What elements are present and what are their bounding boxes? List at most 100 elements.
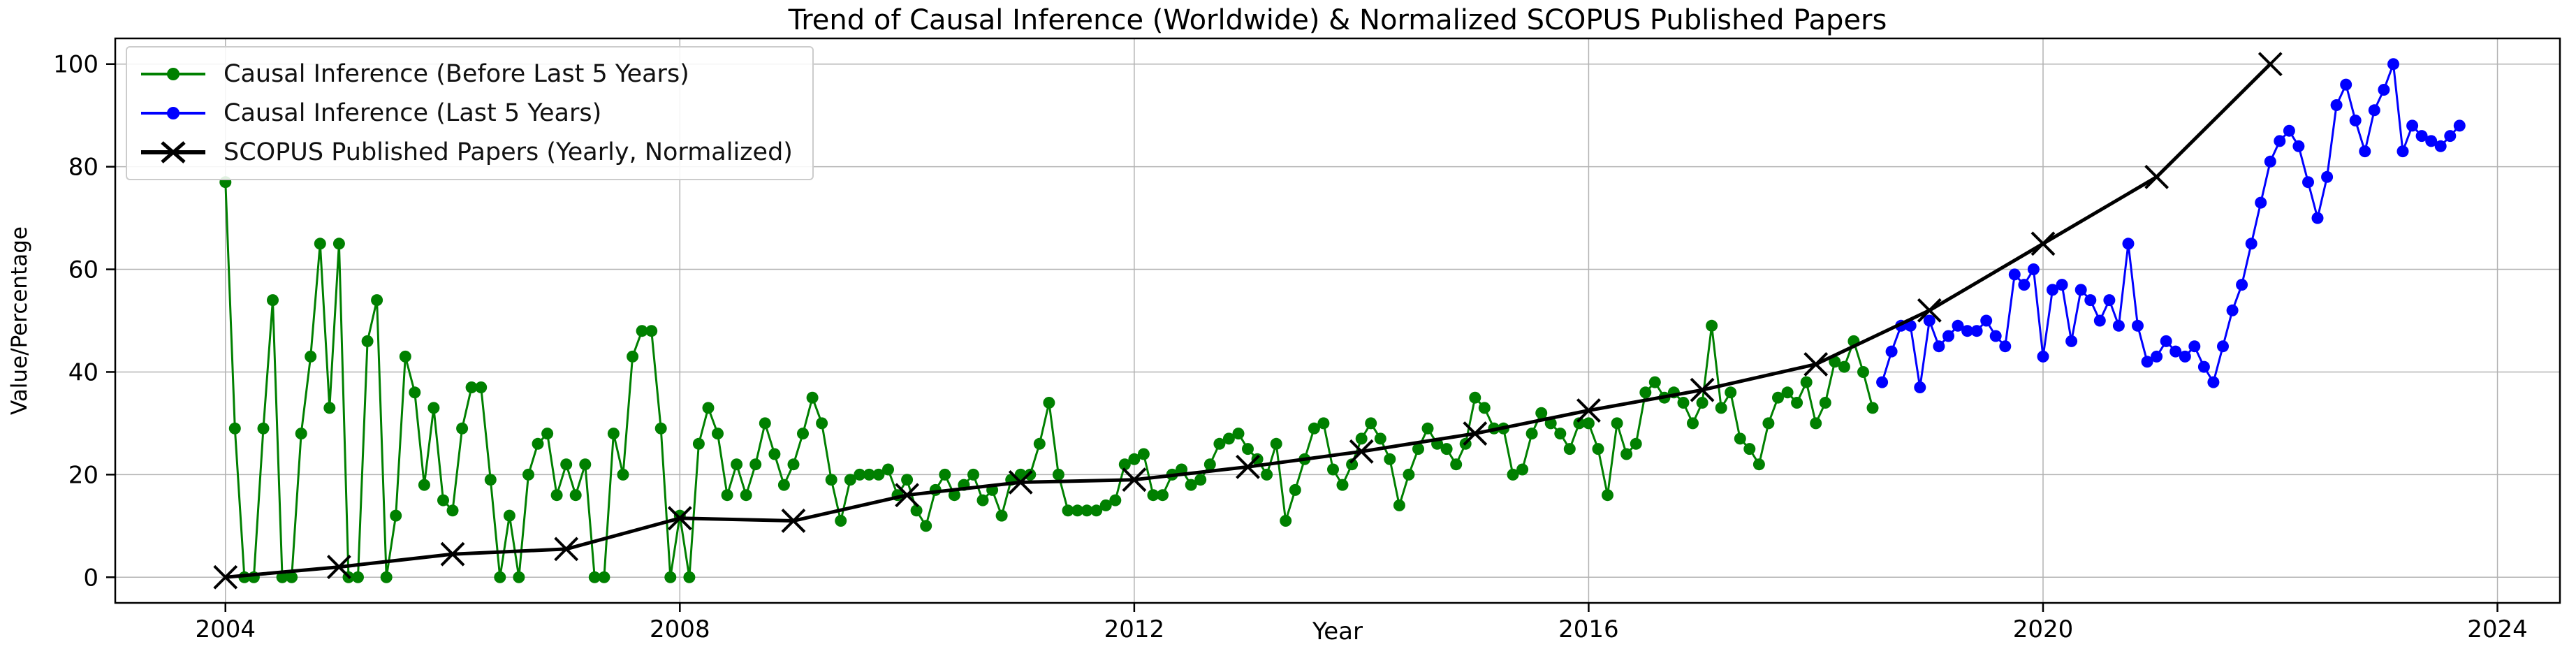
- data-point: [2302, 176, 2314, 189]
- legend-label: SCOPUS Published Papers (Yearly, Normali…: [224, 138, 793, 166]
- blue-line-dot-icon: [141, 107, 205, 119]
- data-point: [1535, 407, 1548, 419]
- data-point: [2321, 170, 2334, 183]
- data-point: [1800, 376, 1813, 388]
- data-point: [1478, 402, 1491, 414]
- data-point: [1999, 340, 2012, 353]
- data-point: [2359, 145, 2371, 158]
- data-point: [1043, 397, 1055, 409]
- data-point: [1261, 468, 1273, 481]
- data-point: [1469, 391, 1481, 404]
- data-point-x-marker: [1803, 352, 1829, 377]
- data-point: [816, 417, 828, 430]
- data-point-x-marker: [1122, 467, 1147, 493]
- plot-border: [114, 37, 2561, 604]
- data-point: [1687, 417, 1699, 430]
- data-point: [1157, 489, 1169, 502]
- data-point: [1412, 443, 1424, 455]
- data-point: [409, 386, 421, 399]
- data-point: [721, 489, 733, 502]
- data-point: [995, 509, 1008, 522]
- data-point: [1677, 397, 1690, 409]
- data-point: [1384, 453, 1396, 465]
- data-point: [2396, 145, 2409, 158]
- data-point: [1099, 499, 1112, 511]
- data-point: [2037, 350, 2049, 363]
- data-point: [361, 335, 374, 347]
- x-tick-label: 2024: [2467, 615, 2528, 643]
- data-point-x-marker: [1008, 469, 1033, 495]
- data-point: [2179, 350, 2191, 363]
- data-point-x-marker: [2257, 52, 2283, 77]
- data-point: [257, 422, 270, 435]
- data-point: [645, 325, 658, 337]
- data-point: [1289, 483, 1301, 496]
- data-point: [920, 520, 932, 532]
- data-point: [475, 381, 488, 393]
- data-point: [1781, 386, 1794, 399]
- data-point: [352, 571, 364, 583]
- data-point: [2169, 345, 2182, 358]
- data-point: [1914, 381, 1926, 393]
- data-point: [1611, 417, 1623, 430]
- data-point-x-marker: [2144, 164, 2169, 189]
- data-point: [1450, 458, 1463, 471]
- data-point-x-marker: [213, 564, 238, 590]
- data-point: [683, 571, 696, 583]
- data-point: [1961, 325, 1974, 337]
- x-tick-label: 2004: [195, 615, 256, 643]
- data-point: [1137, 448, 1150, 460]
- data-point: [1365, 417, 1377, 430]
- data-point: [901, 474, 914, 486]
- y-tick-label: 100: [53, 51, 98, 79]
- data-point: [1507, 468, 1519, 481]
- data-point: [494, 571, 506, 583]
- data-point: [1876, 376, 1889, 388]
- data-point: [1838, 360, 1850, 373]
- data-point: [1516, 463, 1529, 476]
- x-tick-label: 2008: [650, 615, 710, 643]
- data-point: [2132, 319, 2144, 332]
- y-tick-label: 60: [68, 256, 98, 284]
- data-point: [787, 458, 800, 471]
- data-point: [1639, 386, 1652, 399]
- data-point: [456, 422, 469, 435]
- data-point: [1109, 494, 1122, 506]
- data-point: [2065, 335, 2078, 347]
- data-point: [1885, 345, 1898, 358]
- data-point: [664, 571, 677, 583]
- data-point: [2027, 263, 2040, 275]
- data-point: [2122, 238, 2135, 250]
- data-point: [560, 458, 573, 471]
- data-point: [1989, 330, 2002, 342]
- data-point: [882, 463, 894, 476]
- data-point: [939, 468, 951, 481]
- chart-title: Trend of Causal Inference (Worldwide) & …: [788, 4, 1887, 36]
- data-point: [2217, 340, 2229, 353]
- data-point: [323, 402, 336, 414]
- data-point: [1128, 453, 1141, 465]
- legend: Causal Inference (Before Last 5 Years) C…: [126, 46, 814, 180]
- data-point-x-marker: [1349, 439, 1374, 464]
- data-point: [1317, 417, 1330, 430]
- data-point: [617, 468, 629, 481]
- data-point: [2283, 124, 2295, 137]
- axis-ticks: 2004 2008 2012 2016 2020 2024 0 20 40 60 80 100: [53, 51, 2528, 643]
- data-point: [1620, 448, 1633, 460]
- data-point: [2074, 284, 2087, 296]
- data-point: [1327, 463, 1339, 476]
- data-point: [588, 571, 601, 583]
- data-point: [1563, 443, 1576, 455]
- data-point: [854, 468, 866, 481]
- legend-label: Causal Inference (Before Last 5 Years): [224, 60, 689, 88]
- data-point: [1062, 504, 1074, 517]
- data-point: [2112, 319, 2125, 332]
- data-point: [1592, 443, 1604, 455]
- data-point-x-marker: [326, 555, 351, 579]
- data-point-x-marker: [895, 483, 920, 508]
- data-point: [1942, 330, 1954, 342]
- data-point: [1374, 432, 1386, 445]
- data-point: [2141, 356, 2153, 368]
- data-point: [1829, 356, 1841, 368]
- data-point: [2056, 279, 2068, 291]
